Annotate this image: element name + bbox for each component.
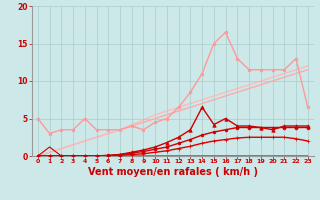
X-axis label: Vent moyen/en rafales ( km/h ): Vent moyen/en rafales ( km/h )	[88, 167, 258, 177]
